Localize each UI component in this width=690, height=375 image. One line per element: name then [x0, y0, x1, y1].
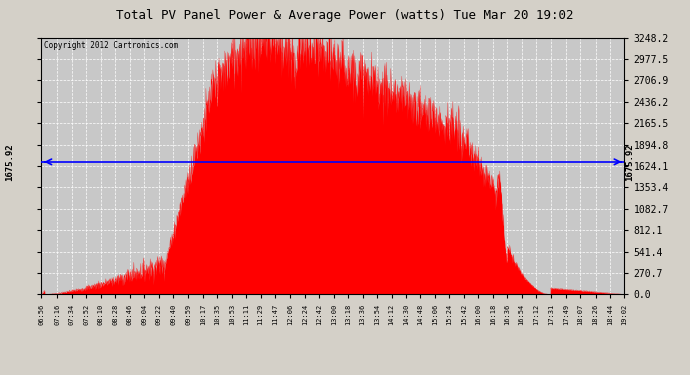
- Text: 1675.92: 1675.92: [5, 143, 14, 181]
- Text: Total PV Panel Power & Average Power (watts) Tue Mar 20 19:02: Total PV Panel Power & Average Power (wa…: [116, 9, 574, 22]
- Text: Copyright 2012 Cartronics.com: Copyright 2012 Cartronics.com: [44, 41, 179, 50]
- Text: 1675.92: 1675.92: [625, 143, 634, 181]
